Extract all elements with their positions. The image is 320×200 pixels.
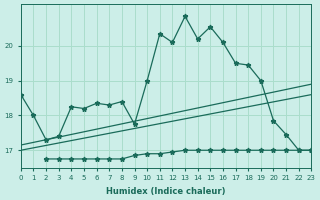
X-axis label: Humidex (Indice chaleur): Humidex (Indice chaleur)	[106, 187, 226, 196]
